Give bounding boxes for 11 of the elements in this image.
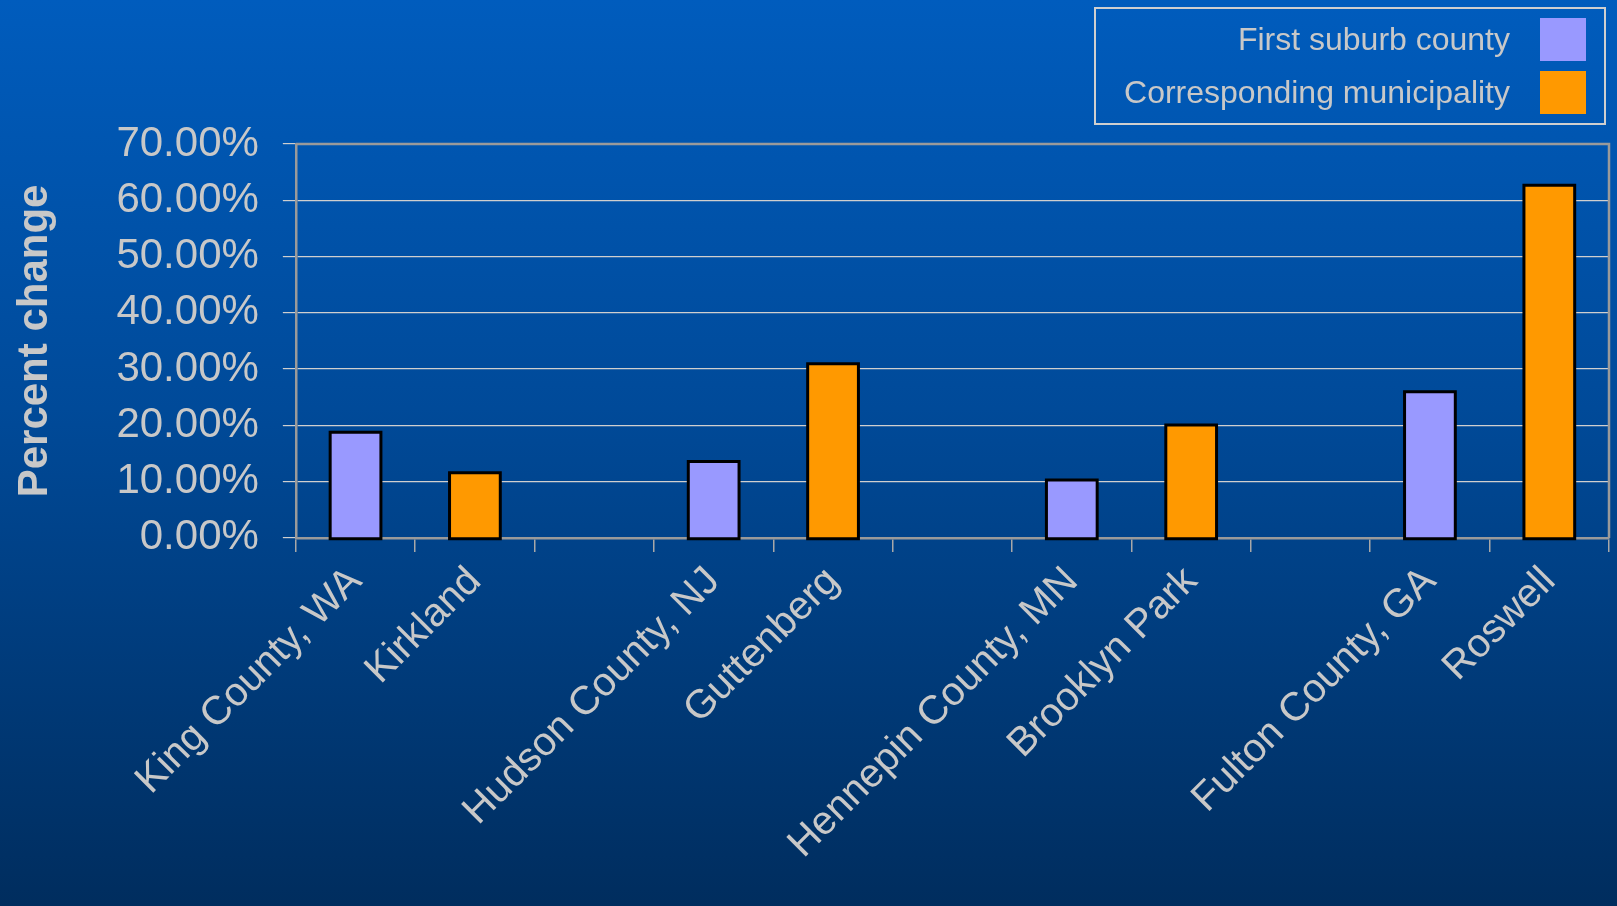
y-tick-label: 60.00% (116, 173, 259, 221)
y-tick-label: 10.00% (116, 455, 259, 503)
y-axis-title: Percent change (8, 184, 56, 498)
y-tick-label: 40.00% (116, 286, 259, 334)
y-tick-label: 30.00% (116, 342, 259, 390)
y-tick-label: 50.00% (116, 230, 259, 278)
y-tick-label: 0.00% (139, 511, 259, 559)
y-tick-label: 70.00% (116, 117, 259, 165)
legend-label: First suburb county (1237, 21, 1510, 58)
legend-label: Corresponding municipality (1124, 74, 1510, 111)
y-tick-label: 20.00% (116, 398, 259, 446)
